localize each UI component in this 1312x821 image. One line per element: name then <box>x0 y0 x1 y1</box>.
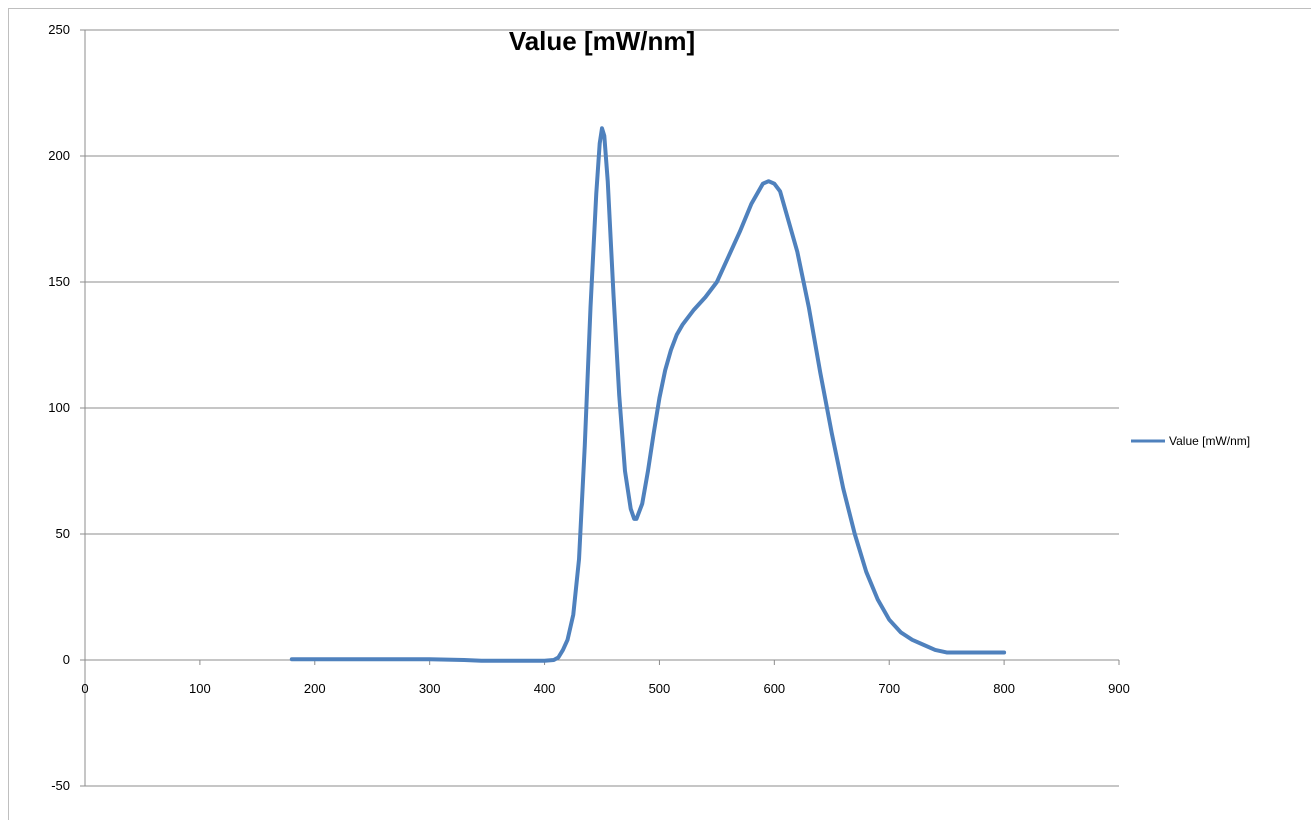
chart-frame <box>8 8 1311 820</box>
x-tick-label: 200 <box>304 681 326 696</box>
y-tick-label: 100 <box>48 400 70 415</box>
series-line <box>289 126 1007 663</box>
x-tick-label: 100 <box>189 681 211 696</box>
x-tick-label: 600 <box>763 681 785 696</box>
x-tick-label: 500 <box>649 681 671 696</box>
y-tick-labels: 250 200 150 100 50 0 -50 <box>48 22 70 793</box>
y-tick-label: -50 <box>51 778 70 793</box>
x-tick-label: 400 <box>534 681 556 696</box>
y-tick-label: 50 <box>56 526 70 541</box>
x-tick-label: 900 <box>1108 681 1130 696</box>
y-tick-label: 0 <box>63 652 70 667</box>
series-group <box>289 126 1007 663</box>
chart-title: Value [mW/nm] <box>508 26 696 56</box>
y-tick-label: 150 <box>48 274 70 289</box>
x-tick-labels: 0 100 200 300 400 500 600 700 800 900 <box>81 681 1129 696</box>
x-tick-label: 700 <box>878 681 900 696</box>
x-tick-label: 300 <box>419 681 441 696</box>
gridlines <box>85 29 1119 787</box>
legend: Value [mW/nm] <box>1131 434 1250 448</box>
legend-label: Value [mW/nm] <box>1169 434 1251 448</box>
y-tick-label: 250 <box>48 22 70 37</box>
x-tick-label: 800 <box>993 681 1015 696</box>
legend-line-marker <box>1131 439 1165 443</box>
y-tick-label: 200 <box>48 148 70 163</box>
x-tick-label: 0 <box>81 681 88 696</box>
